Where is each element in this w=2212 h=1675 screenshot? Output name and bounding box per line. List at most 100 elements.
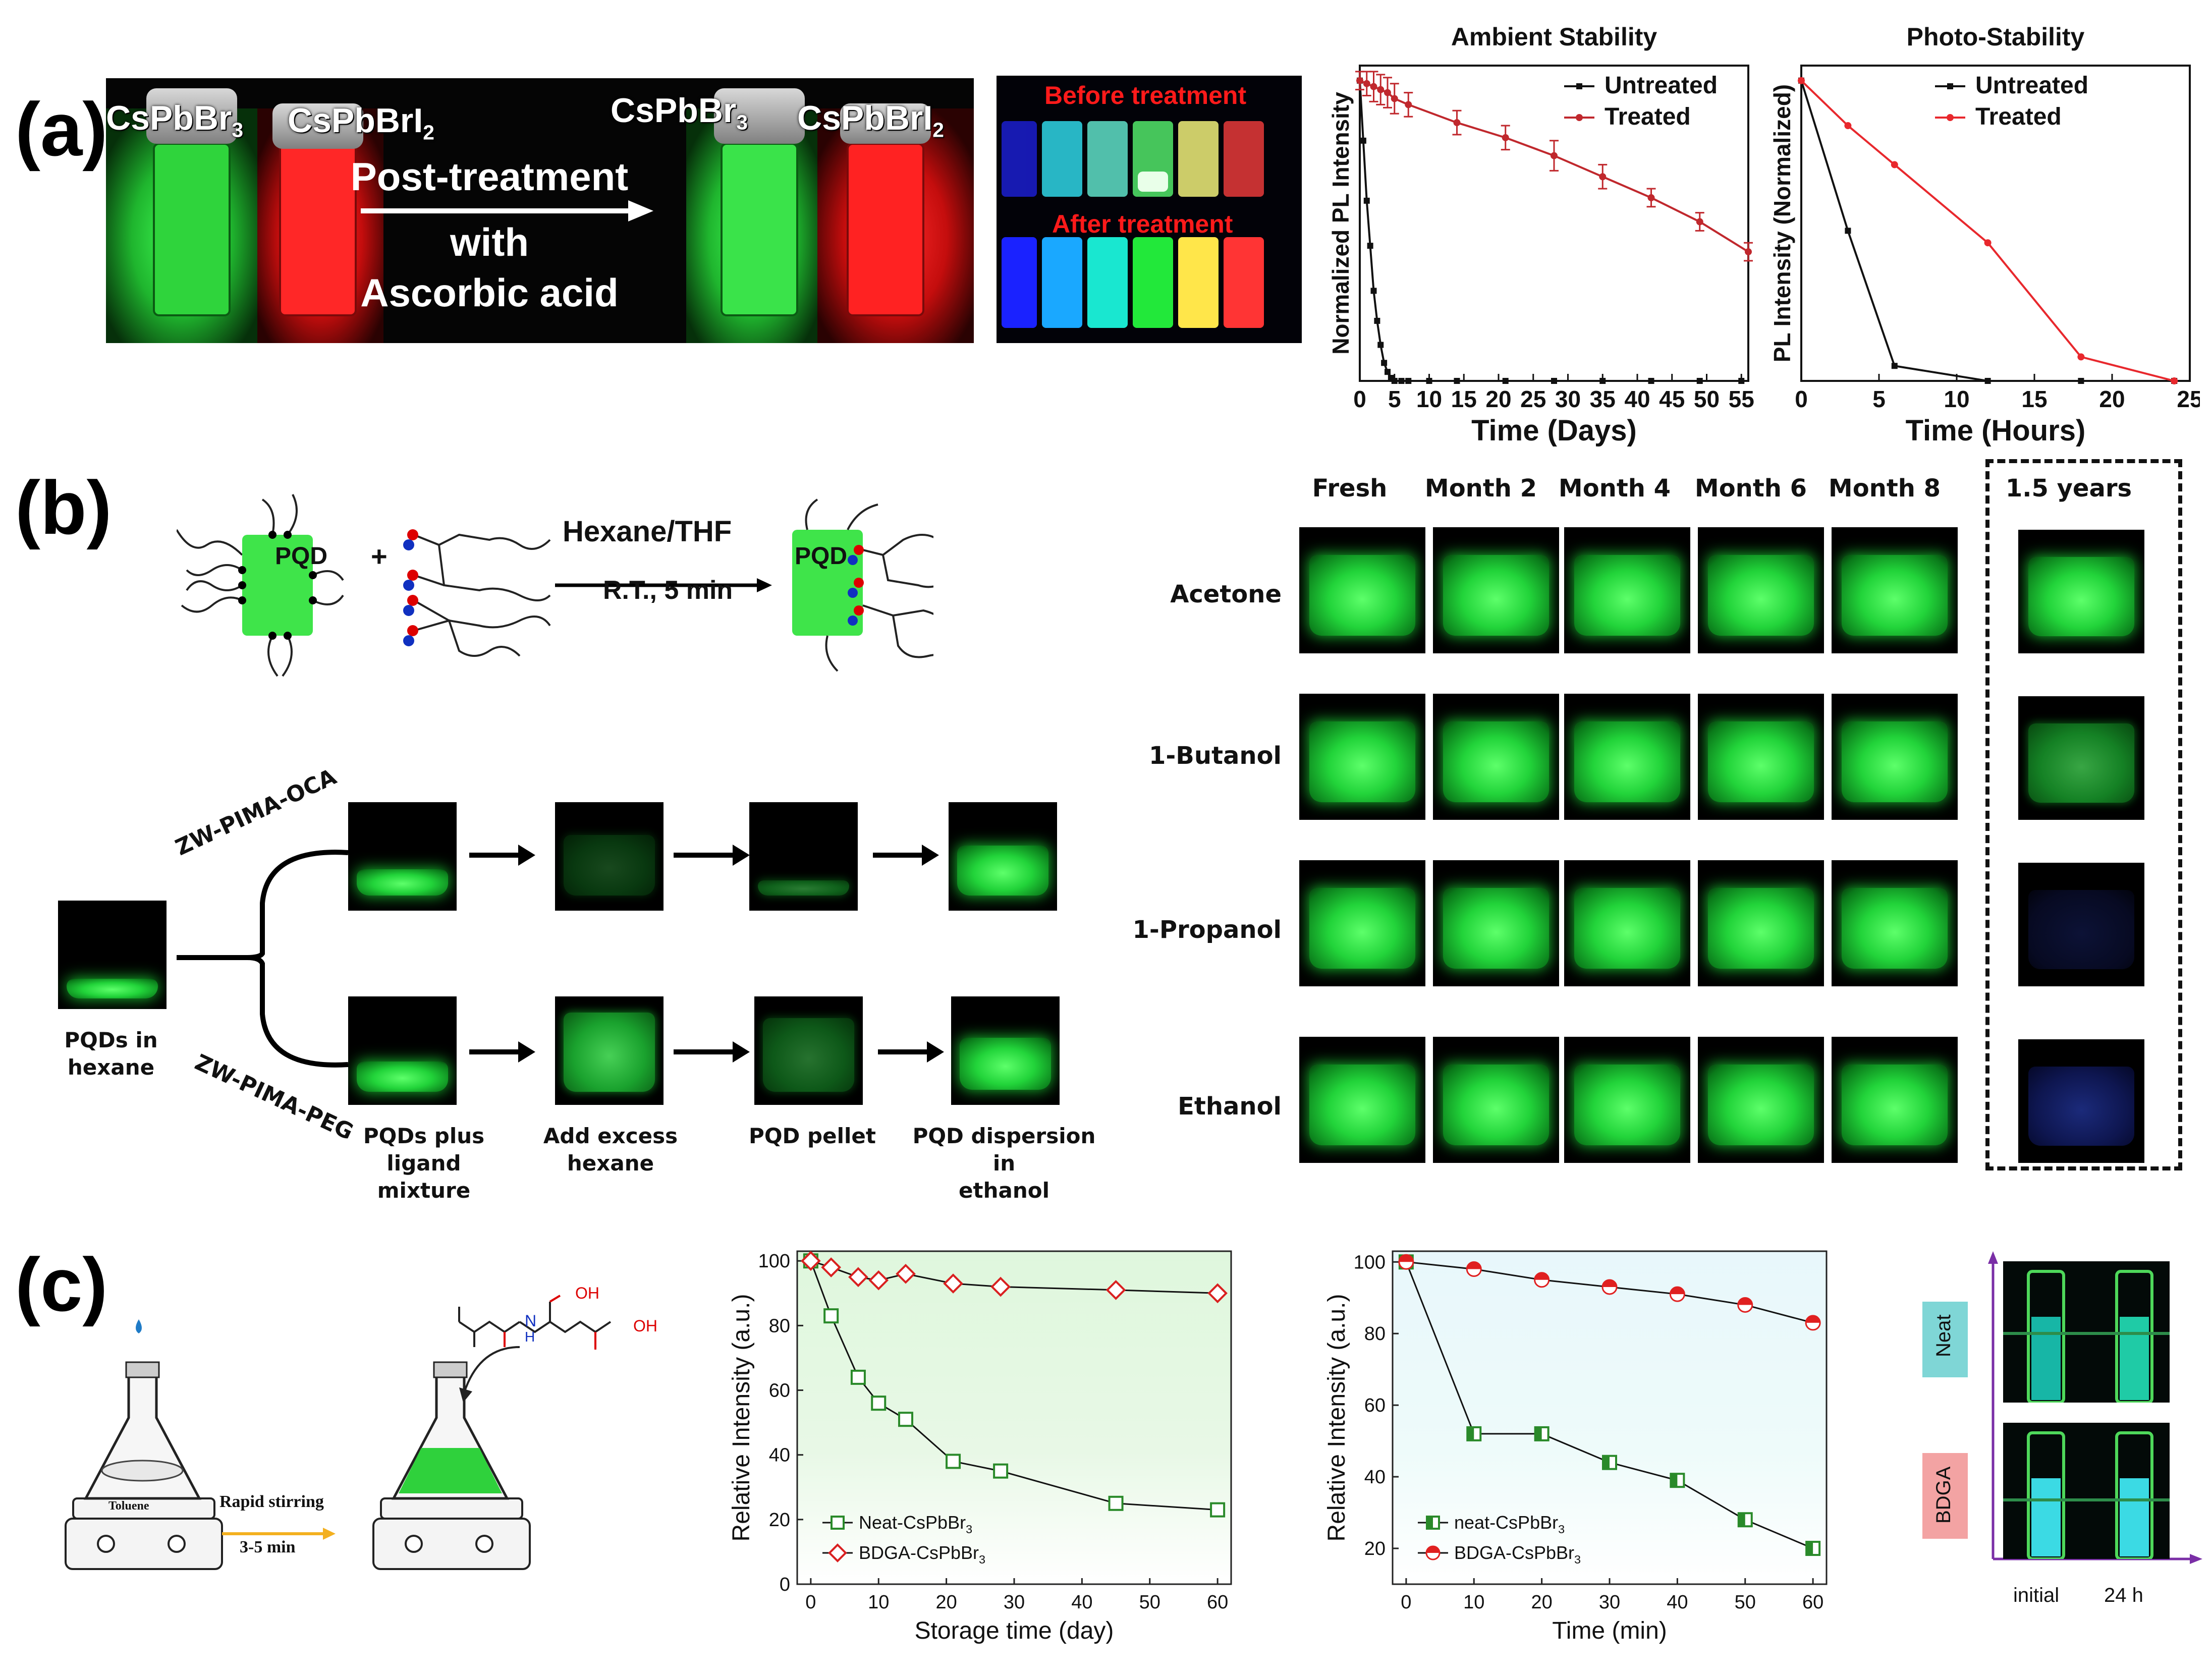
- peg-arrow-3: [878, 1041, 944, 1063]
- y-tick-label: 80: [1364, 1323, 1386, 1345]
- data-point-neat: [898, 1412, 913, 1427]
- y-axis-label: Relative Intensity (a.u.): [728, 1294, 755, 1542]
- data-point-neat-fill: [1806, 1542, 1813, 1555]
- x-tick-label: 15: [2021, 386, 2047, 412]
- chart-title: Photo-Stability: [1907, 23, 2085, 51]
- data-point-untreated: [1370, 288, 1377, 294]
- panel-label-c: (c): [15, 1242, 108, 1327]
- data-point-bdga: [943, 1273, 963, 1294]
- pqds-in-hexane-label: PQDs in hexane: [64, 1028, 158, 1080]
- label-cspbbr3-before: CsPbBr3: [106, 99, 244, 142]
- col-fresh: Fresh: [1312, 474, 1388, 502]
- data-point-untreated: [1426, 378, 1432, 384]
- x-tick-label: 0: [1353, 386, 1366, 412]
- data-point-neat: [850, 1369, 866, 1385]
- y-tick-label: 40: [769, 1445, 790, 1466]
- x-axis-label: Storage time (day): [915, 1617, 1114, 1644]
- legend-marker-fill: [1427, 1517, 1433, 1529]
- x-tick-label: 50: [1139, 1592, 1160, 1613]
- step-caption-2: Add excess hexane: [543, 1124, 678, 1176]
- post-treatment-line3: Ascorbic acid: [360, 270, 619, 315]
- neat-photo: [2003, 1261, 2170, 1403]
- data-point-treated: [1551, 152, 1558, 159]
- x-tick-label: 15: [1451, 386, 1477, 412]
- conditions-label: R.T., 5 min: [603, 576, 733, 605]
- x-tick-label: 50: [1694, 386, 1720, 412]
- x-axis-label: Time (Hours): [1906, 414, 2086, 447]
- plus-sign: +: [371, 540, 388, 572]
- oca-arrow-3: [873, 845, 939, 866]
- toluene-label: Toluene: [108, 1499, 149, 1513]
- x-tick-label: 20: [935, 1592, 957, 1613]
- data-point-untreated: [1551, 378, 1557, 384]
- data-point-bdga: [868, 1270, 889, 1291]
- data-point-untreated: [1374, 317, 1380, 324]
- x-axis-label: Time (Days): [1471, 414, 1637, 447]
- data-point-untreated: [1696, 378, 1703, 384]
- legend-label-treated: Treated: [1605, 103, 1691, 130]
- oca-step2-vial: [555, 802, 663, 911]
- data-point-treated: [1377, 86, 1385, 93]
- panel-label-a: (a): [15, 87, 108, 172]
- data-point-treated: [1453, 119, 1461, 127]
- x-tick-label: 10: [1416, 386, 1442, 412]
- data-point-untreated: [1385, 369, 1391, 375]
- vial-ethanol-fresh: [1299, 1037, 1425, 1163]
- x-tick-label: 30: [1004, 1592, 1025, 1613]
- x-tick-label: 0: [805, 1592, 816, 1613]
- data-point-neat: [946, 1454, 961, 1469]
- time-label: 3-5 min: [240, 1538, 296, 1556]
- x-tick-label: 0: [1401, 1592, 1411, 1613]
- data-point-treated: [1891, 161, 1898, 169]
- legend-marker: [1947, 114, 1954, 121]
- chart-title: Ambient Stability: [1451, 23, 1657, 51]
- data-point-bdga-fill: [1534, 1272, 1549, 1280]
- row-ethanol: Ethanol: [1178, 1092, 1282, 1121]
- data-point-treated: [1984, 239, 1992, 247]
- data-point-untreated: [1599, 378, 1606, 384]
- oca-arrow-1: [469, 845, 535, 866]
- x-tick-label: 35: [1590, 386, 1616, 412]
- vial-acetone-1-5-years: [2018, 530, 2144, 653]
- plot-background: [1393, 1251, 1827, 1584]
- vial-1-propanol-month-6: [1698, 860, 1824, 986]
- x-tick-label: 20: [2099, 386, 2125, 412]
- data-point-bdga-fill: [1738, 1298, 1752, 1305]
- x-tick-label: 40: [1071, 1592, 1092, 1613]
- nh-h: H: [525, 1329, 535, 1345]
- step-caption-1: PQDs plus ligand mixture: [363, 1124, 485, 1203]
- data-point-neat: [871, 1395, 887, 1411]
- vial-1-propanol-month-8: [1832, 860, 1958, 986]
- peg-step1-vial: [348, 996, 457, 1105]
- legend-marker: [1576, 114, 1583, 121]
- pqd-label-product: PQD: [795, 543, 848, 570]
- x-tick-label: 50: [1735, 1592, 1756, 1613]
- x-tick-label: 20: [1485, 386, 1511, 412]
- data-point-untreated: [1984, 378, 1991, 384]
- y-tick-label: 60: [1364, 1395, 1386, 1416]
- neat-tag: Neat: [1922, 1302, 1968, 1377]
- data-point-treated: [1370, 83, 1377, 90]
- legend-label: neat-CsPbBr3: [1454, 1512, 1565, 1536]
- synthesis-scheme: [65, 1295, 612, 1570]
- vial-1-propanol-fresh: [1299, 860, 1425, 986]
- data-point-untreated: [1845, 228, 1851, 234]
- x-tick-label: 25: [2177, 386, 2200, 412]
- legend-label-untreated: Untreated: [1605, 72, 1718, 99]
- vial-acetone-month-2: [1433, 527, 1559, 653]
- x-tick-label: 60: [1207, 1592, 1228, 1613]
- data-point-treated: [1405, 101, 1412, 108]
- legend-marker: [1947, 83, 1953, 89]
- legend-marker: [831, 1516, 845, 1530]
- data-point-bdga: [990, 1276, 1011, 1297]
- data-point-untreated: [1377, 342, 1384, 348]
- neat-vials: [2003, 1261, 2170, 1403]
- peg-step3-vial: [754, 996, 863, 1105]
- x-tick-label: 20: [1531, 1592, 1552, 1613]
- photo-stability-chart: Photo-Stability 0 5 10 15 20 25 Time (Hours) PL …: [1769, 23, 2200, 447]
- legend-label: Neat-CsPbBr3: [859, 1512, 972, 1536]
- storage-stability-chart: 0 10 20 30 40 50 60 0 20 40 60 80 100 Storage time (d…: [728, 1250, 1232, 1644]
- rainbow-vials: [997, 76, 1302, 343]
- data-point-untreated: [1891, 363, 1898, 369]
- vial-ethanol-month-4: [1564, 1037, 1690, 1163]
